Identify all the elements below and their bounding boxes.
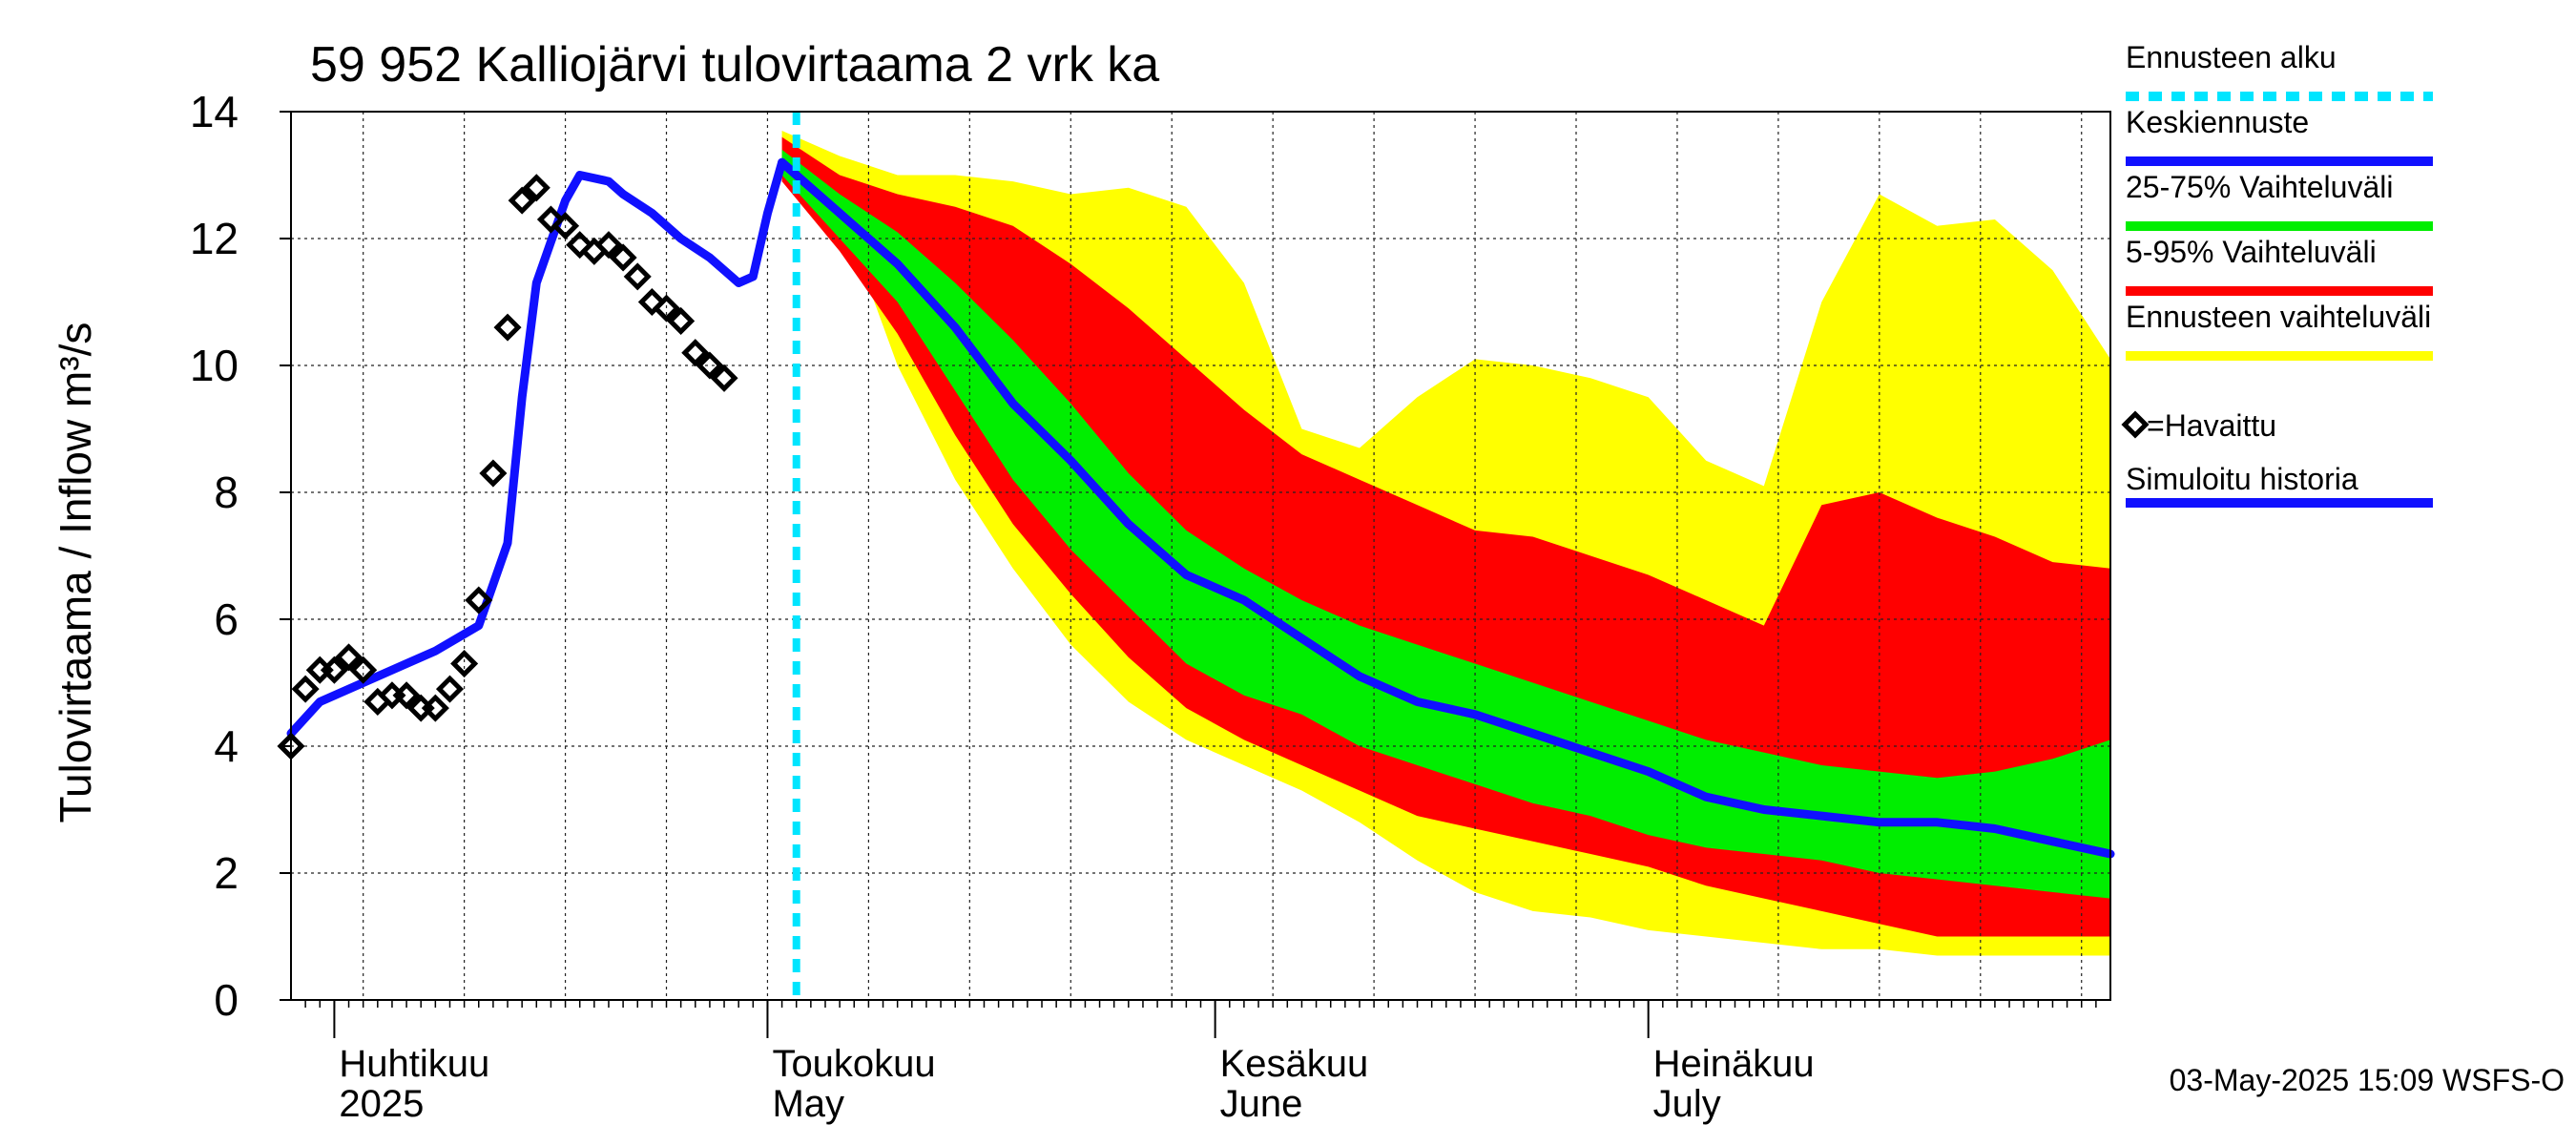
forecast-bands: [781, 131, 2110, 956]
legend-label-median: Keskiennuste: [2126, 105, 2309, 139]
observed-point: [349, 656, 378, 684]
observed-point: [421, 694, 449, 722]
simulated-history-line: [286, 157, 801, 739]
observed-point: [320, 656, 348, 684]
legend-label-p25_75: 25-75% Vaihteluväli: [2126, 170, 2393, 204]
timestamp-footer: 03-May-2025 15:09 WSFS-O: [2170, 1063, 2565, 1097]
month-label-en: May: [772, 1083, 844, 1125]
month-label-fi: Toukokuu: [772, 1043, 935, 1085]
observed-point: [392, 681, 421, 710]
observed-point: [637, 287, 666, 317]
month-label-fi: Kesäkuu: [1220, 1043, 1369, 1085]
y-tick-label: 12: [190, 214, 239, 263]
series-lines: [286, 112, 2115, 1000]
y-tick-label: 6: [214, 594, 239, 644]
month-label-fi: Huhtikuu: [339, 1043, 489, 1085]
observed-point: [536, 205, 565, 234]
observed-point: [566, 231, 594, 260]
legend-label-history: Simuloitu historia: [2126, 462, 2358, 496]
y-axis-label: Tulovirtaama / Inflow m³/s: [51, 323, 100, 823]
observed-markers: [277, 174, 738, 760]
legend-label-p5_95: 5-95% Vaihteluväli: [2126, 235, 2377, 269]
observed-point: [652, 294, 681, 323]
observed-point: [594, 231, 623, 260]
observed-point: [479, 459, 508, 488]
observed-point: [609, 243, 637, 272]
y-tick-label: 0: [214, 975, 239, 1025]
legend-label-start: Ennusteen alku: [2126, 40, 2337, 74]
observed-point: [335, 643, 364, 672]
observed-point: [696, 351, 724, 380]
observed-point: [450, 650, 479, 678]
observed-point: [710, 364, 738, 392]
month-label-en: June: [1220, 1083, 1303, 1125]
legend-observed-icon: [2121, 410, 2150, 439]
observed-point: [551, 212, 580, 240]
y-tick-label: 4: [214, 721, 239, 771]
y-tick-label: 8: [214, 468, 239, 517]
y-tick-label: 2: [214, 848, 239, 898]
observed-point: [305, 656, 334, 684]
observed-point: [291, 675, 320, 703]
observed-point: [508, 186, 536, 215]
y-tick-label: 10: [190, 341, 239, 390]
y-tick-label: 14: [190, 87, 239, 136]
observed-point: [681, 339, 710, 367]
observed-point: [623, 262, 652, 291]
p5-95-band: [781, 136, 2110, 937]
month-label-fi: Heinäkuu: [1653, 1043, 1815, 1085]
observed-point: [493, 313, 522, 342]
observed-point: [435, 675, 465, 703]
legend: Ennusteen alku Keskiennuste 25-75% Vaihtel…: [2121, 40, 2433, 508]
legend-label-observed: =Havaittu: [2147, 408, 2276, 443]
month-label-en: July: [1653, 1083, 1721, 1125]
chart-title: 59 952 Kalliojärvi tulovirtaama 2 vrk ka: [310, 37, 1159, 93]
observed-point: [522, 174, 551, 202]
legend-label-range: Ennusteen vaihteluväli: [2126, 300, 2431, 334]
observed-point: [667, 306, 696, 335]
observed-point: [465, 586, 493, 614]
median-forecast-line: [778, 157, 2115, 859]
month-label-en: 2025: [339, 1083, 424, 1125]
